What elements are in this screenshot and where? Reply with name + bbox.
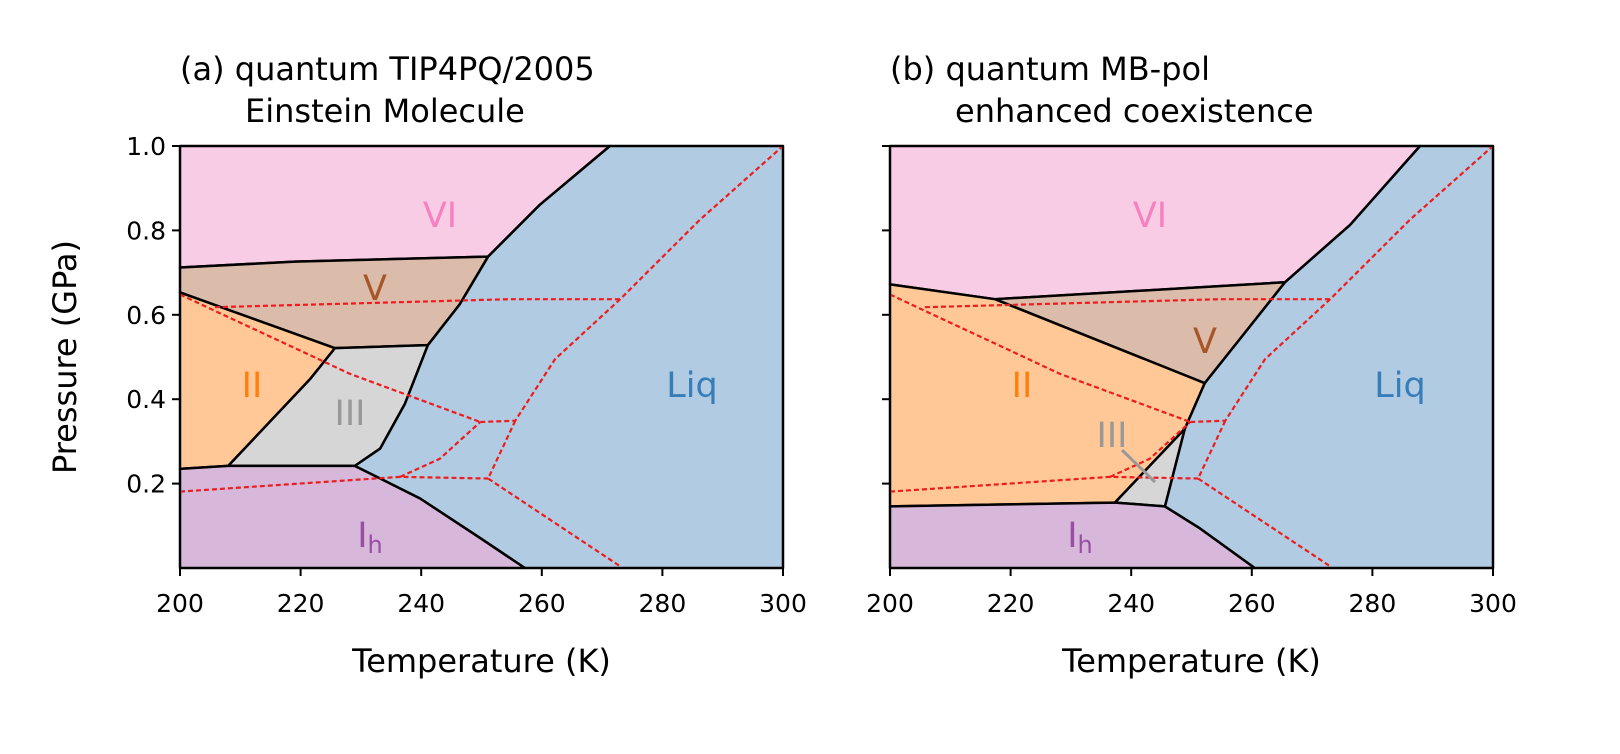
- region-label-main: III: [1097, 416, 1128, 456]
- chart-title: Einstein Molecule: [245, 92, 525, 130]
- label-leader: [1120, 448, 1157, 484]
- x-tick-label: 280: [639, 589, 687, 618]
- axes-frame: [179, 145, 784, 569]
- x-tick-label: 240: [1107, 589, 1155, 618]
- region-label-main: V: [363, 269, 387, 309]
- region-label: Liq: [666, 366, 717, 406]
- region-label: II: [242, 366, 263, 406]
- x-tick-label: 240: [397, 589, 445, 618]
- region-label: V: [363, 269, 387, 309]
- x-tick-label: 200: [156, 589, 204, 618]
- reference-boundary: [889, 293, 1191, 424]
- region-label-sub: h: [1078, 531, 1093, 559]
- x-tick-label: 280: [1349, 589, 1397, 618]
- region-label: VI: [423, 196, 457, 236]
- y-tick-label: 0.2: [126, 470, 166, 499]
- reference-boundary: [889, 475, 1199, 493]
- region-label: V: [1193, 322, 1217, 362]
- region-label-sub: h: [368, 531, 383, 559]
- region-label-main: I: [357, 516, 367, 556]
- region-label: III: [335, 394, 366, 434]
- x-tick-label: 220: [987, 589, 1035, 618]
- reference-boundary: [399, 421, 482, 478]
- region-label-main: V: [1193, 322, 1217, 362]
- reference-boundary: [179, 293, 481, 424]
- reference-boundary: [924, 298, 1331, 309]
- region-label-main: II: [1012, 366, 1033, 406]
- reference-boundary: [1109, 421, 1192, 478]
- x-tick-label: 220: [277, 589, 325, 618]
- region-label-main: VI: [1133, 196, 1167, 236]
- chart-title: (b) quantum MB-pol: [890, 50, 1210, 88]
- region-label-main: VI: [423, 196, 457, 236]
- region-label: II: [1012, 366, 1033, 406]
- x-tick-label: 300: [1469, 589, 1517, 618]
- chart-title: enhanced coexistence: [955, 92, 1314, 130]
- y-axis-label: Pressure (GPa): [46, 240, 84, 474]
- y-tick-label: 1.0: [126, 132, 166, 161]
- x-axis-label: Temperature (K): [351, 642, 611, 680]
- region-label-main: Liq: [1374, 366, 1425, 406]
- region-label-main: II: [242, 366, 263, 406]
- x-tick-label: 260: [1228, 589, 1276, 618]
- reference-boundary: [214, 298, 621, 309]
- x-tick-label: 260: [518, 589, 566, 618]
- region-label-main: III: [335, 394, 366, 434]
- region-label: Liq: [1374, 366, 1425, 406]
- reference-boundary: [480, 145, 784, 424]
- axes-frame: [889, 145, 1494, 569]
- x-tick-label: 200: [866, 589, 914, 618]
- region-label-main: I: [1067, 516, 1077, 556]
- y-tick-label: 0.6: [126, 301, 166, 330]
- region-label-main: Liq: [666, 366, 717, 406]
- x-tick-label: 300: [759, 589, 807, 618]
- region-label: VI: [1133, 196, 1167, 236]
- y-tick-label: 0.8: [126, 216, 166, 245]
- chart-title: (a) quantum TIP4PQ/2005: [180, 50, 595, 88]
- reference-boundary: [1190, 145, 1494, 424]
- region-label: Ih: [357, 516, 383, 559]
- y-tick-label: 0.4: [126, 385, 166, 414]
- reference-boundary: [1196, 420, 1331, 568]
- x-axis-label: Temperature (K): [1061, 642, 1321, 680]
- reference-boundary: [486, 420, 621, 568]
- region-label: III: [1097, 416, 1128, 456]
- region-label: Ih: [1067, 516, 1093, 559]
